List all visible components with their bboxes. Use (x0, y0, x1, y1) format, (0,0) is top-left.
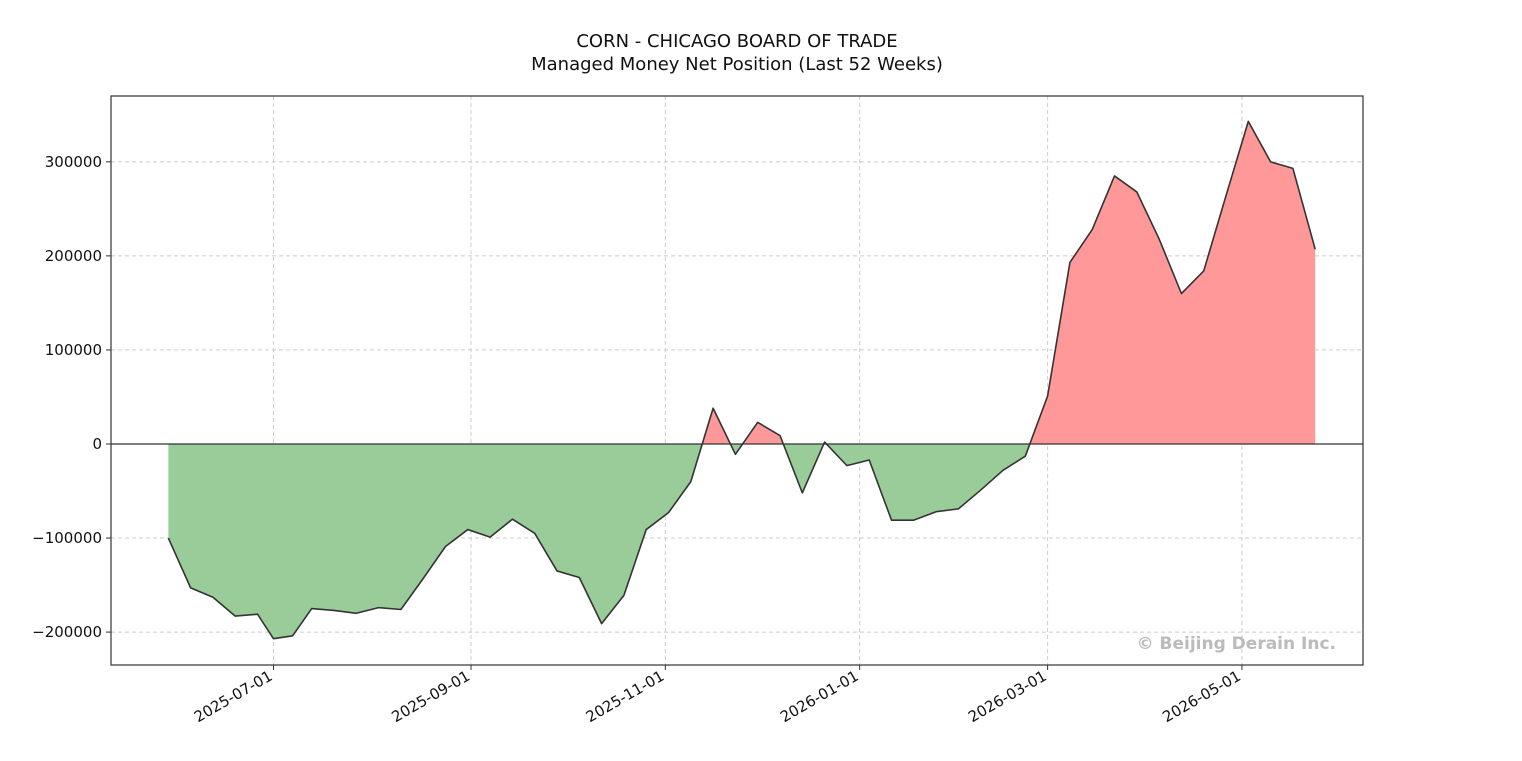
positive-area (742, 422, 784, 444)
negative-area (826, 443, 1030, 521)
y-tick-label: −200000 (32, 623, 102, 641)
chart-title: CORN - CHICAGO BOARD OF TRADE (576, 31, 897, 52)
series-line-layer (111, 120, 1363, 640)
x-tick-label: 2026-01-01 (777, 667, 862, 726)
area-fills (168, 121, 1316, 639)
positive-area (702, 408, 731, 444)
chart-subtitle: Managed Money Net Position (Last 52 Week… (531, 54, 943, 75)
negative-area (168, 443, 703, 639)
x-tick-label: 2025-11-01 (583, 667, 668, 726)
y-tick-label: 300000 (45, 153, 102, 171)
y-tick-label: 200000 (45, 247, 102, 265)
series-line (167, 120, 1316, 640)
x-tick-label: 2025-07-01 (191, 667, 276, 726)
x-tick-label: 2025-09-01 (388, 667, 473, 726)
y-tick-label: −100000 (32, 529, 102, 547)
negative-area (783, 443, 824, 493)
watermark: © Beijing Derain Inc. (1137, 634, 1336, 654)
negative-area (730, 443, 743, 455)
x-tick-label: 2026-03-01 (965, 667, 1050, 726)
y-tick-label: 0 (92, 435, 102, 453)
positive-area (1029, 121, 1316, 444)
x-tick-label: 2026-05-01 (1159, 667, 1244, 726)
y-tick-label: 100000 (45, 341, 102, 359)
plot-frame (110, 95, 1364, 666)
